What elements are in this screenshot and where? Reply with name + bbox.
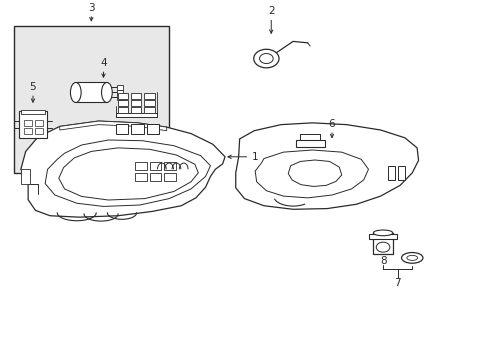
Bar [35,120,42,126]
Bar [117,108,128,113]
Bar [35,128,42,134]
Text: 5: 5 [30,82,36,93]
Polygon shape [45,140,210,206]
Bar [117,93,128,99]
Circle shape [375,242,389,252]
Bar [295,140,324,147]
Circle shape [253,49,279,68]
Bar [24,120,32,126]
Bar [397,166,404,180]
Bar [116,85,123,90]
Polygon shape [60,121,166,131]
Polygon shape [59,148,198,200]
Bar [116,113,157,117]
Ellipse shape [70,82,81,103]
Bar [76,82,107,103]
Bar [24,128,32,134]
Bar [21,110,44,114]
Polygon shape [287,160,341,186]
Bar [116,90,123,95]
Text: 3: 3 [88,3,95,13]
Bar [372,233,392,253]
Ellipse shape [372,230,392,236]
Bar [164,173,176,181]
Polygon shape [255,150,368,198]
Bar [143,108,154,113]
Bar [387,166,394,180]
Bar [131,124,143,134]
Bar [117,100,128,106]
Bar [130,93,141,99]
Text: 1: 1 [251,152,258,162]
Bar [135,173,146,181]
Bar [116,124,128,134]
Circle shape [259,54,273,64]
Bar [149,162,161,170]
Bar [130,100,141,106]
Bar [164,162,176,170]
Bar [146,124,159,134]
Bar [143,100,154,106]
Polygon shape [235,123,418,209]
Ellipse shape [401,252,422,263]
Text: 8: 8 [379,256,386,266]
Polygon shape [21,121,224,217]
Text: 7: 7 [393,278,400,288]
Ellipse shape [406,255,417,260]
Text: 6: 6 [328,119,335,129]
Bar [369,234,396,239]
Bar [135,162,146,170]
Ellipse shape [102,82,112,103]
Bar [116,95,123,100]
Text: 4: 4 [100,58,106,68]
Bar [21,169,30,184]
Bar [149,173,161,181]
Text: 2: 2 [267,6,274,16]
Bar [143,93,154,99]
Bar [130,108,141,113]
Bar [14,26,169,173]
Bar [20,111,46,138]
